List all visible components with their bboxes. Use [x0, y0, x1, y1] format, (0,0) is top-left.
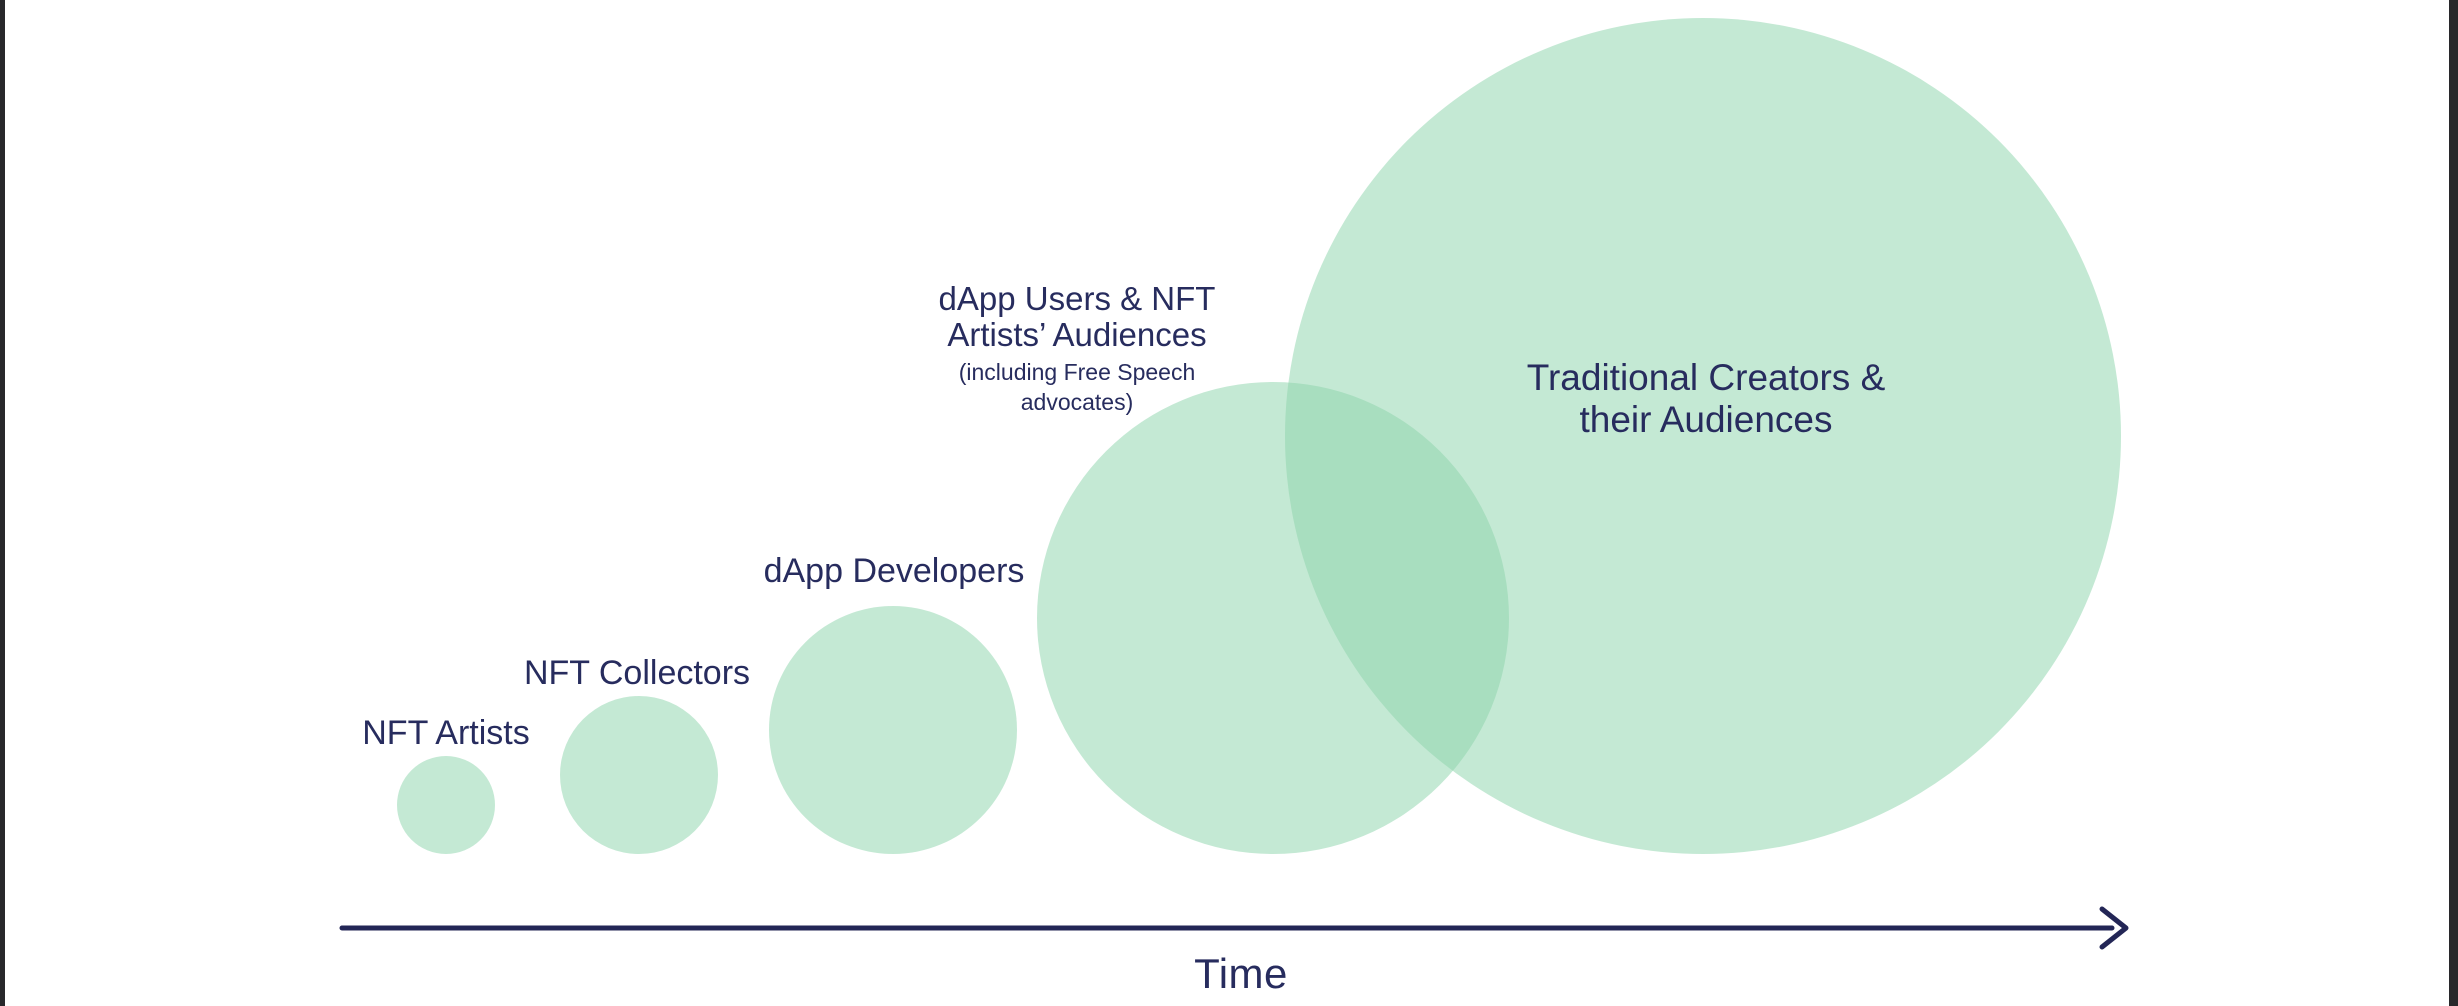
label-dapp-users: dApp Users & NFT Artists’ Audiences (inc…	[939, 281, 1216, 417]
label-dapp-users-sub: (including Free Speech advocates)	[939, 357, 1216, 417]
label-traditional-line1: Traditional Creators &	[1526, 357, 1886, 398]
label-traditional-creators: Traditional Creators & their Audiences	[1527, 357, 1886, 441]
label-nft-collectors: NFT Collectors	[523, 654, 751, 692]
label-dapp-users-subline2: advocates)	[1020, 389, 1134, 415]
bubble-nft-collectors	[560, 696, 718, 854]
label-dapp-users-line1: dApp Users & NFT	[938, 280, 1216, 317]
screen-edge-left	[0, 0, 5, 1006]
bubble-traditional-creators	[1285, 18, 2121, 854]
label-dapp-users-line2: Artists’ Audiences	[947, 316, 1207, 353]
label-dapp-developers: dApp Developers	[763, 552, 1025, 590]
label-dapp-users-subline1: (including Free Speech	[958, 359, 1196, 385]
screen-edge-right	[2449, 0, 2458, 1006]
label-traditional-line2: their Audiences	[1579, 399, 1833, 440]
label-nft-artists: NFT Artists	[362, 714, 530, 752]
time-axis-arrowhead-icon	[2099, 906, 2129, 950]
bubble-nft-artists	[397, 756, 495, 854]
label-dapp-users-main: dApp Users & NFT Artists’ Audiences	[939, 281, 1216, 353]
bubble-dapp-developers	[769, 606, 1017, 854]
time-axis-label: Time	[1194, 950, 1288, 997]
